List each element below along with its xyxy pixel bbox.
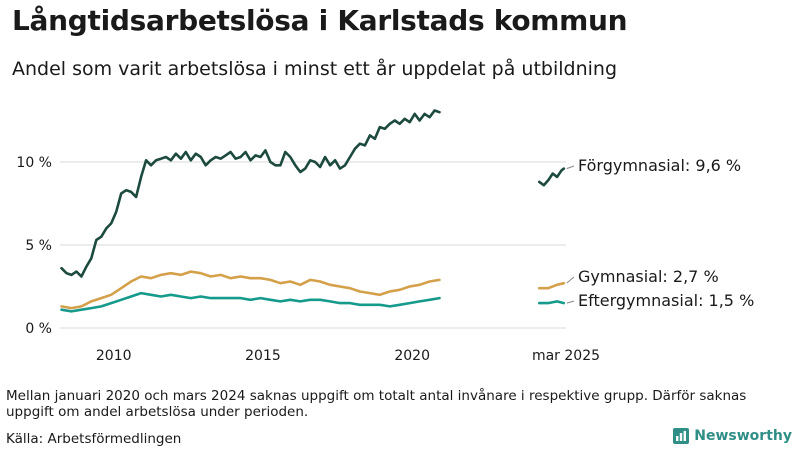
x-axis: 2010 2015 2020 mar 2025 — [96, 348, 600, 364]
x-tick-label: mar 2025 — [532, 348, 600, 364]
y-tick-label: 0 % — [25, 321, 52, 337]
y-tick-label: 5 % — [25, 238, 52, 254]
footnote: Mellan januari 2020 och mars 2024 saknas… — [6, 388, 747, 420]
series-line-forgymnasial — [60, 109, 441, 278]
chart-title: Långtidsarbetslösa i Karlstads kommun — [12, 4, 628, 37]
series-line-recent-forgymnasial — [537, 167, 566, 187]
x-tick-label: 2020 — [394, 348, 430, 364]
series-lines — [60, 109, 566, 313]
line-chart: 10 % 5 % 0 % 2010 2015 2020 mar 2025 Förgymna… — [16, 109, 754, 364]
brand-name: Newsworthy — [694, 428, 792, 444]
source-text: Källa: Arbetsförmedlingen — [6, 431, 182, 447]
y-tick-label: 10 % — [16, 155, 52, 171]
series-line-recent-gymnasial — [537, 281, 566, 290]
series-labels: Förgymnasial: 9,6 % Gymnasial: 2,7 % Efter… — [566, 156, 754, 310]
label-leader-line — [566, 276, 575, 284]
grid-lines — [60, 161, 566, 329]
y-axis: 10 % 5 % 0 % — [16, 155, 52, 337]
chart-subtitle: Andel som varit arbetslösa i minst ett å… — [12, 58, 618, 80]
series-label-gymnasial: Gymnasial: 2,7 % — [578, 267, 719, 286]
series-line-gymnasial — [60, 270, 441, 310]
label-leader-line — [566, 165, 575, 170]
series-line-eftergymnasial — [60, 291, 441, 313]
label-leader-line — [566, 300, 575, 304]
series-label-forgymnasial: Förgymnasial: 9,6 % — [578, 156, 741, 175]
series-line-recent-eftergymnasial — [537, 300, 566, 305]
x-tick-label: 2010 — [96, 348, 132, 364]
bar-chart-logo-icon — [673, 428, 690, 444]
brand-logo[interactable]: Newsworthy — [673, 428, 792, 444]
x-tick-label: 2015 — [245, 348, 281, 364]
series-label-eftergymnasial: Eftergymnasial: 1,5 % — [578, 291, 754, 310]
